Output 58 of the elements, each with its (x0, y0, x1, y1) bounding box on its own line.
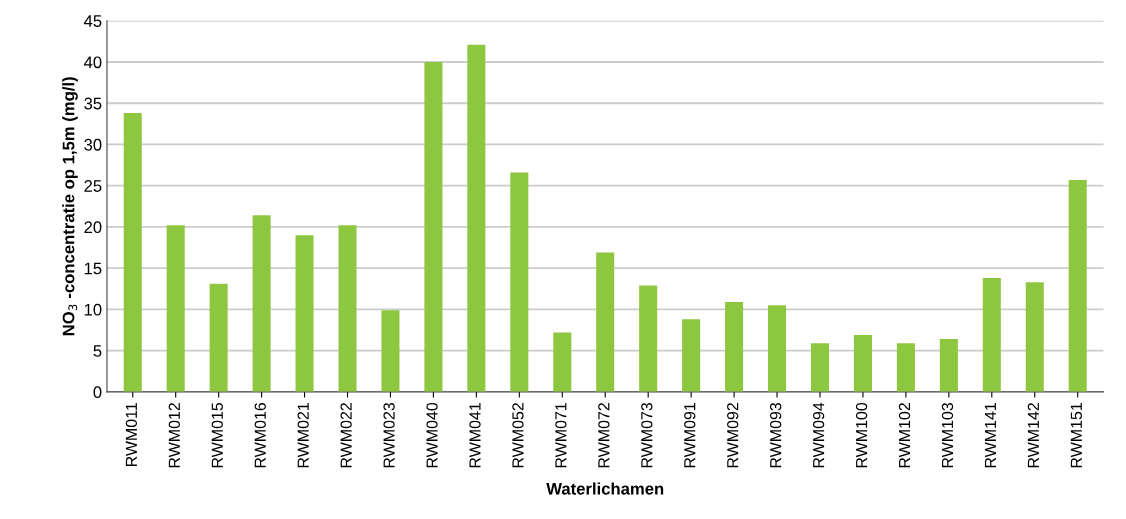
x-tick-label: RWM102 (898, 403, 911, 468)
x-tick-label: RWM094 (812, 402, 825, 468)
x-tick-label: RWM041 (469, 403, 481, 468)
x-tick-label: RWM016 (254, 402, 266, 468)
x-tick-label: RWM073 (641, 402, 653, 468)
y-tick-label: 5 (93, 345, 102, 357)
y-tick-label: 10 (84, 303, 102, 316)
x-tick-label: RWM022 (340, 403, 352, 468)
y-axis-title: NO$_{3}$ -concentratie op 1,5m (mg/l) (62, 77, 78, 336)
bar (209, 283, 228, 392)
x-tick-label: RWM103 (941, 402, 954, 468)
y-tick-label: 0 (93, 386, 102, 399)
bar (166, 225, 185, 392)
y-tick-label: 25 (84, 180, 102, 192)
x-tick-label: RWM092 (727, 403, 739, 468)
bar (853, 334, 872, 392)
bar (252, 215, 271, 392)
bar (725, 301, 744, 392)
x-tick-label: RWM151 (1070, 403, 1082, 468)
x-tick-label: RWM015 (211, 402, 223, 468)
bar (939, 339, 958, 392)
bar (553, 332, 572, 392)
x-tick-label: RWM040 (426, 402, 438, 468)
bar (982, 278, 1001, 392)
bar (682, 319, 701, 392)
bar (1068, 179, 1087, 392)
bar (424, 61, 443, 392)
x-tick-label: RWM093 (770, 402, 782, 468)
bar (123, 113, 142, 392)
bar (896, 343, 915, 392)
x-tick-label: RWM141 (984, 403, 996, 468)
bar (639, 285, 658, 392)
x-tick-label: RWM142 (1027, 403, 1039, 468)
bar (295, 235, 314, 392)
y-tick-label: 20 (84, 221, 102, 234)
x-axis-title: Waterlichamen (546, 482, 664, 495)
bar (467, 44, 486, 392)
x-tick-label: RWM021 (297, 403, 309, 468)
bar (338, 225, 357, 392)
y-tick-label: 35 (84, 97, 102, 110)
x-tick-label: RWM011 (125, 403, 138, 467)
bar (381, 310, 400, 392)
y-tick-label: 30 (84, 138, 102, 151)
x-tick-label: RWM071 (555, 403, 567, 468)
y-tick-label: 40 (83, 56, 102, 69)
x-tick-label: RWM100 (855, 402, 868, 468)
x-tick-label: RWM091 (684, 403, 696, 468)
bar (510, 172, 529, 392)
x-tick-label: RWM023 (383, 402, 395, 468)
x-tick-label: RWM052 (512, 403, 524, 468)
y-tick-label: 45 (83, 15, 102, 27)
x-tick-label: RWM012 (168, 403, 180, 468)
bar (810, 343, 830, 392)
bar (1025, 282, 1044, 392)
y-tick-label: 15 (84, 262, 102, 275)
bar (596, 252, 615, 392)
x-tick-label: RWM072 (598, 403, 610, 468)
bar (768, 305, 787, 392)
